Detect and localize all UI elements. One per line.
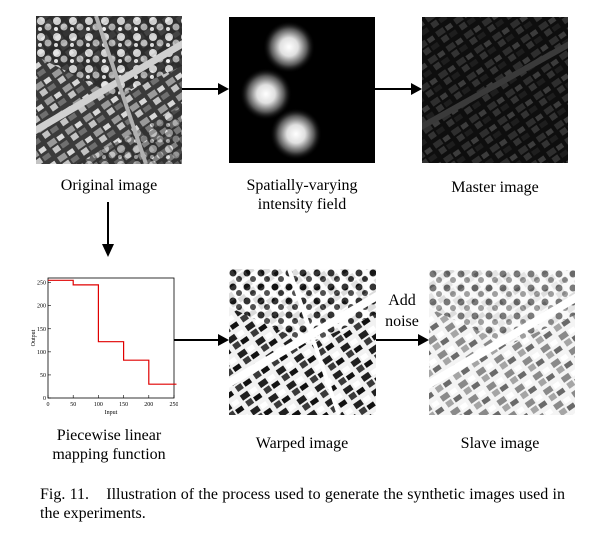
figure-caption-text: Illustration of the process used to gene… bbox=[40, 486, 566, 522]
x-tick-label: 50 bbox=[70, 402, 76, 408]
x-tick-label: 200 bbox=[144, 402, 153, 408]
y-axis-label: Output bbox=[31, 329, 37, 346]
x-tick-label: 150 bbox=[119, 402, 128, 408]
master-image bbox=[422, 17, 568, 163]
caption-original: Original image bbox=[60, 177, 158, 194]
y-tick-label: 200 bbox=[37, 304, 46, 310]
arrow-field-to-master bbox=[375, 83, 422, 95]
y-tick-label: 100 bbox=[37, 350, 46, 356]
arrow-warped-to-slave bbox=[376, 334, 429, 346]
y-tick-label: 0 bbox=[43, 396, 46, 402]
caption-field-line1: Spatially-varying bbox=[246, 177, 358, 194]
caption-field-line2: intensity field bbox=[257, 196, 347, 213]
caption-slave: Slave image bbox=[460, 435, 540, 452]
plot-frame bbox=[47, 277, 175, 399]
y-tick-label: 250 bbox=[37, 281, 46, 287]
x-tick-label: 100 bbox=[94, 402, 103, 408]
caption-field: Spatially-varying intensity field bbox=[212, 176, 392, 214]
intensity-field-image bbox=[229, 17, 375, 163]
mapping-function-line bbox=[48, 279, 177, 385]
caption-piecewise-line2: mapping function bbox=[52, 446, 166, 463]
figure-caption: Fig. 11. Illustration of the process use… bbox=[40, 485, 565, 523]
caption-piecewise-line1: Piecewise linear bbox=[56, 427, 162, 444]
add-noise-line1: Add bbox=[388, 292, 416, 309]
x-axis-label: Input bbox=[105, 410, 118, 416]
figure-caption-label: Fig. 11. bbox=[40, 486, 90, 503]
original-image bbox=[36, 16, 182, 164]
arrow-original-to-mapping bbox=[102, 202, 114, 257]
arrow-original-to-field bbox=[182, 83, 229, 95]
caption-piecewise: Piecewise linear mapping function bbox=[28, 426, 190, 464]
x-tick-label: 250 bbox=[170, 402, 179, 408]
caption-master: Master image bbox=[451, 179, 539, 196]
y-tick-label: 150 bbox=[37, 327, 46, 333]
x-tick-label: 0 bbox=[47, 402, 50, 408]
add-noise-line2: noise bbox=[385, 313, 419, 330]
add-noise-label: Add noise bbox=[375, 290, 429, 332]
arrow-mapping-to-warped bbox=[174, 334, 229, 346]
slave-image bbox=[429, 270, 575, 415]
y-tick-label: 50 bbox=[40, 373, 46, 379]
mapping-function-plot: 0 50 100 150 200 250 0 50 100 150 200 250 Input Outpu… bbox=[31, 277, 179, 416]
caption-warped: Warped image bbox=[255, 435, 349, 452]
warped-image bbox=[229, 269, 376, 415]
